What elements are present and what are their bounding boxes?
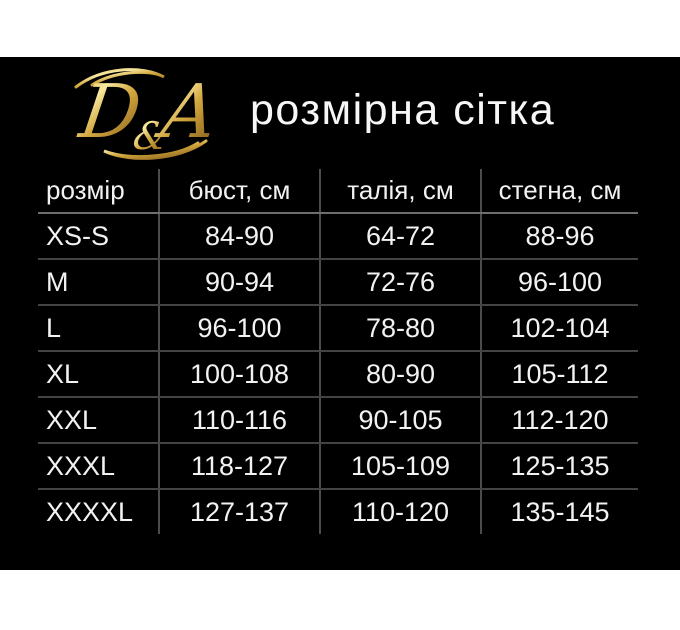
size-table: розмір бюст, см талія, см стегна, см XS-… [38, 169, 638, 534]
brand-header: D & A розмірна сітка [0, 57, 680, 169]
cell-hips: 105-112 [480, 351, 638, 398]
cell-hips: 102-104 [480, 305, 638, 352]
cell-size: M [38, 259, 159, 306]
table-row: L 96-100 78-80 102-104 [38, 305, 638, 352]
column-header-bust: бюст, см [158, 169, 320, 214]
cell-hips: 112-120 [480, 397, 638, 444]
table-row: XL 100-108 80-90 105-112 [38, 351, 638, 398]
table-row: XXXXL 127-137 110-120 135-145 [38, 489, 638, 534]
cell-size: XXXL [38, 443, 159, 490]
table-row: M 90-94 72-76 96-100 [38, 259, 638, 306]
column-header-waist: талія, см [319, 169, 481, 214]
cell-hips: 88-96 [480, 213, 638, 260]
cell-waist: 90-105 [319, 397, 481, 444]
logo-letter-d: D [73, 68, 146, 155]
cell-bust: 118-127 [158, 443, 320, 490]
logo-ampersand: & [130, 115, 170, 159]
cell-size: L [38, 305, 159, 352]
table-row: XS-S 84-90 64-72 88-96 [38, 213, 638, 260]
cell-bust: 90-94 [158, 259, 320, 306]
logo-letter-a: A [151, 68, 223, 155]
size-chart-card: D & A розмірна сітка розмір бюст, см тал… [0, 57, 680, 570]
cell-waist: 110-120 [319, 489, 481, 534]
cell-hips: 135-145 [480, 489, 638, 534]
cell-size: XXL [38, 397, 159, 444]
logo-bottom-swash [103, 139, 208, 160]
cell-size: XS-S [38, 213, 159, 260]
cell-bust: 100-108 [158, 351, 320, 398]
header-row: розмір бюст, см талія, см стегна, см [38, 169, 638, 214]
cell-waist: 72-76 [319, 259, 481, 306]
table-row: XXL 110-116 90-105 112-120 [38, 397, 638, 444]
page-title: розмірна сітка [250, 85, 556, 134]
cell-size: XL [38, 351, 159, 398]
cell-bust: 127-137 [158, 489, 320, 534]
cell-hips: 125-135 [480, 443, 638, 490]
cell-size: XXXXL [46, 496, 134, 527]
cell-bust: 110-116 [158, 397, 320, 444]
cell-waist: 105-109 [319, 443, 481, 490]
cell-waist: 64-72 [319, 213, 481, 260]
cell-bust: 84-90 [158, 213, 320, 260]
cell-hips: 96-100 [480, 259, 638, 306]
logo-top-swash [74, 68, 165, 89]
cell-waist: 80-90 [319, 351, 481, 398]
table-row: XXXL 118-127 105-109 125-135 [38, 443, 638, 490]
cell-bust: 96-100 [158, 305, 320, 352]
column-header-hips: стегна, см [480, 169, 638, 214]
column-header-size: розмір [38, 169, 159, 214]
cell-waist: 78-80 [319, 305, 481, 352]
brand-logo-icon: D & A [73, 68, 223, 160]
